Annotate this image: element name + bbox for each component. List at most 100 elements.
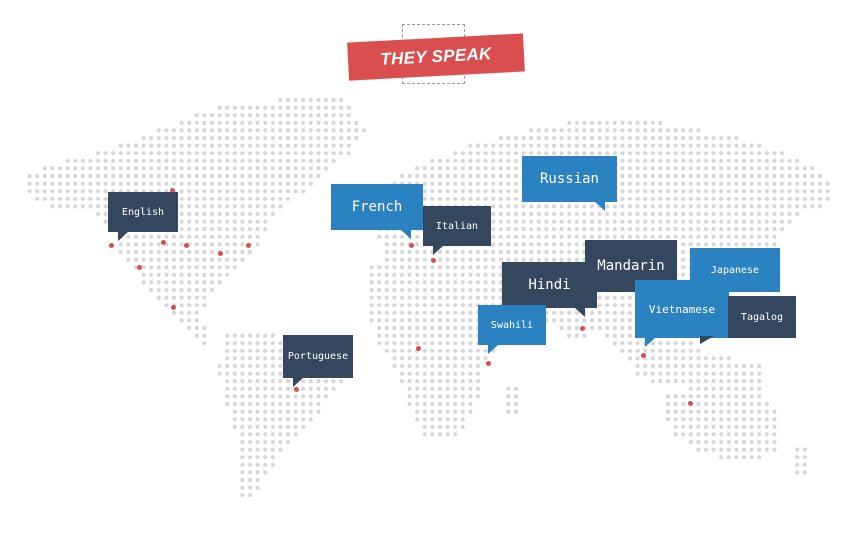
map-dot [772, 204, 777, 209]
map-dot [597, 325, 602, 331]
map-dot [711, 234, 716, 239]
map-dot [392, 318, 397, 323]
map-dot [164, 272, 169, 277]
map-dot [779, 181, 785, 186]
map-dot [567, 143, 572, 148]
map-dot [475, 265, 481, 270]
map-dot [225, 105, 230, 110]
map-dot [422, 371, 427, 376]
map-dot [247, 128, 253, 133]
map-dot [73, 196, 78, 201]
map-dot [475, 386, 481, 391]
map-dot [179, 166, 184, 171]
map-dot [719, 386, 724, 391]
map-dot [681, 265, 686, 270]
map-dot [658, 135, 663, 141]
map-dot [422, 318, 427, 323]
map-dot [194, 265, 199, 270]
map-dot [247, 455, 253, 460]
map-dot [681, 424, 686, 429]
map-dot [247, 234, 253, 239]
map-dot [255, 379, 260, 384]
map-dot [491, 219, 496, 224]
map-dot [407, 272, 412, 277]
map-dot [703, 401, 709, 407]
map-dot [491, 227, 496, 232]
map-dot [240, 470, 245, 475]
map-dot [133, 143, 139, 148]
map-dot [749, 204, 754, 209]
map-dot [711, 379, 716, 384]
map-dot [278, 401, 283, 407]
map-dot [171, 181, 177, 186]
map-dot [749, 394, 754, 399]
map-dot [711, 219, 716, 224]
map-dot [392, 234, 397, 239]
map-dot [726, 447, 731, 452]
map-dot [711, 356, 716, 361]
map-dot [225, 151, 230, 156]
map-dot [453, 409, 458, 414]
map-dot [673, 173, 678, 179]
map-dot [399, 318, 405, 323]
map-dot [703, 173, 709, 179]
map-dot [665, 371, 671, 376]
map-dot [209, 234, 215, 239]
map-dot [703, 143, 709, 148]
map-dot [263, 386, 268, 391]
map-dot [232, 424, 237, 429]
map-dot [681, 204, 686, 209]
map-dot [422, 265, 427, 270]
map-dot [331, 105, 336, 110]
map-dot [445, 409, 450, 414]
map-dot [513, 173, 519, 179]
location-pin [217, 250, 223, 256]
map-dot [741, 371, 747, 376]
map-dot [225, 135, 230, 141]
map-dot [627, 143, 633, 148]
map-dot [696, 227, 701, 232]
map-dot [399, 371, 405, 376]
map-dot [688, 242, 693, 247]
map-dot [278, 113, 283, 118]
map-dot [285, 105, 291, 110]
map-dot [620, 151, 625, 156]
map-dot [399, 287, 405, 293]
location-pin [293, 386, 299, 392]
map-dot [225, 394, 230, 399]
map-dot [491, 204, 496, 209]
map-dot [149, 272, 154, 277]
map-dot [263, 439, 268, 445]
map-dot [536, 249, 541, 255]
map-dot [255, 113, 260, 118]
map-dot [415, 166, 420, 171]
map-dot [536, 227, 541, 232]
map-dot [164, 249, 169, 255]
map-dot [506, 204, 511, 209]
map-dot [620, 227, 625, 232]
map-dot [301, 97, 306, 103]
map-dot [278, 196, 283, 201]
map-dot [225, 143, 230, 148]
map-dot [232, 348, 237, 353]
map-dot [422, 363, 427, 369]
map-dot [247, 211, 253, 217]
map-dot [741, 196, 747, 201]
map-dot [88, 204, 93, 209]
map-dot [369, 310, 374, 315]
map-dot [703, 409, 709, 414]
map-dot [301, 394, 306, 399]
map-dot [194, 303, 199, 308]
map-dot [141, 181, 146, 186]
map-dot [795, 204, 800, 209]
map-dot [263, 219, 268, 224]
map-dot [293, 173, 298, 179]
map-dot [681, 409, 686, 414]
map-dot [240, 379, 245, 384]
map-dot [247, 189, 253, 194]
map-dot [415, 318, 420, 323]
map-dot [468, 356, 473, 361]
map-dot [430, 363, 435, 369]
map-dot [567, 249, 572, 255]
map-dot [301, 189, 306, 194]
